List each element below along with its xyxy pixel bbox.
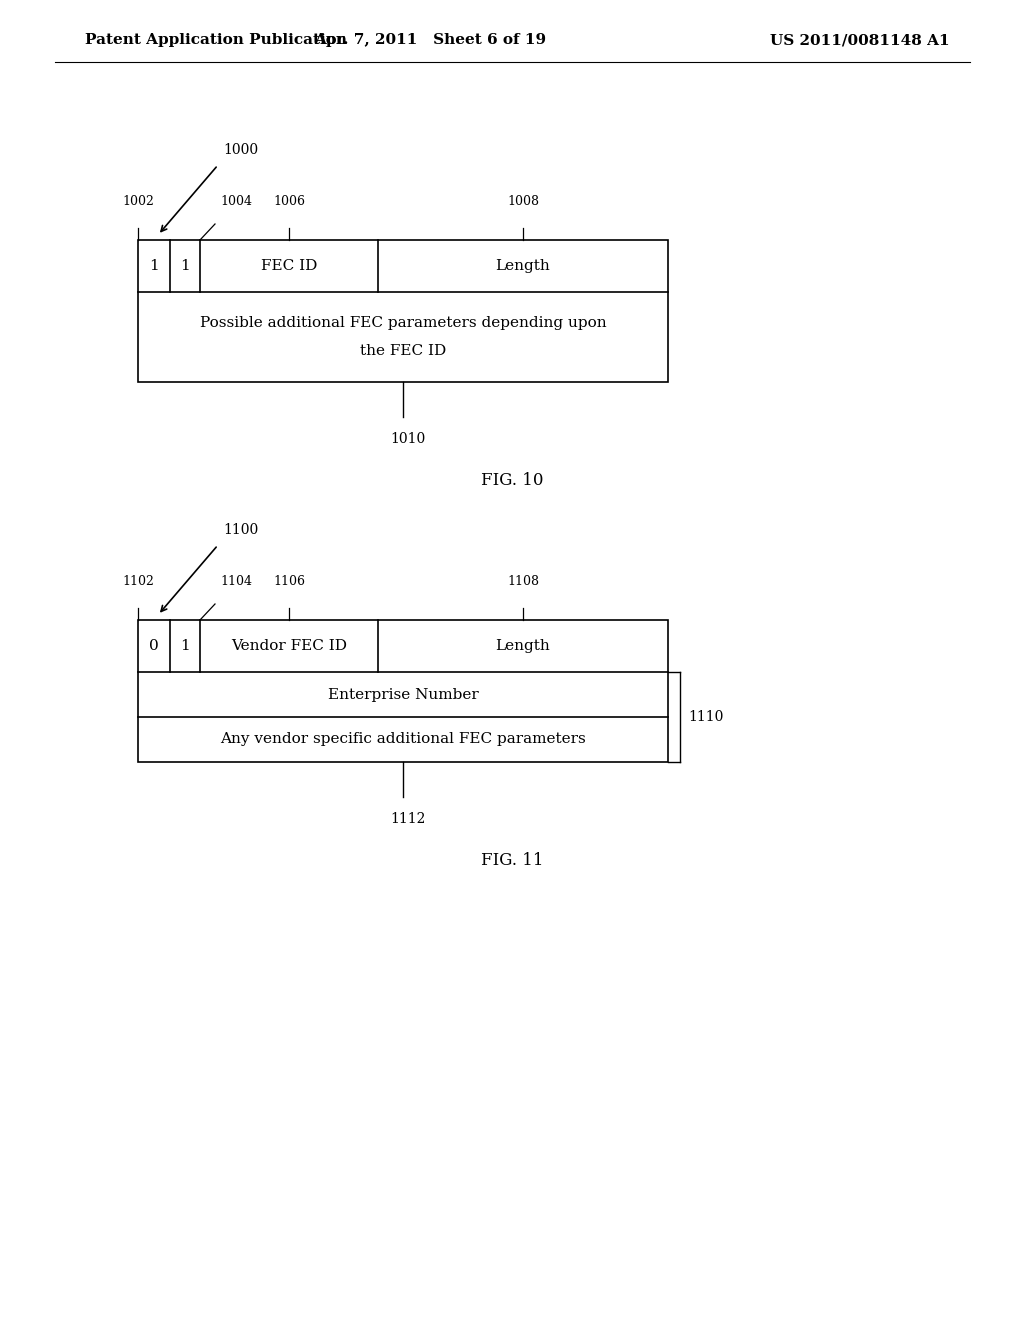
Text: Patent Application Publication: Patent Application Publication — [85, 33, 347, 48]
Text: 1008: 1008 — [507, 195, 539, 209]
Text: 1004: 1004 — [220, 195, 252, 209]
Text: 1010: 1010 — [390, 432, 426, 446]
Text: Vendor FEC ID: Vendor FEC ID — [231, 639, 347, 653]
Text: Enterprise Number: Enterprise Number — [328, 688, 478, 701]
Text: FIG. 11: FIG. 11 — [480, 851, 544, 869]
Text: 1: 1 — [180, 259, 189, 273]
Text: 1102: 1102 — [122, 576, 154, 587]
Text: 1: 1 — [180, 639, 189, 653]
Text: Apr. 7, 2011   Sheet 6 of 19: Apr. 7, 2011 Sheet 6 of 19 — [314, 33, 546, 48]
Text: 1110: 1110 — [688, 710, 723, 723]
Text: 1002: 1002 — [122, 195, 154, 209]
Bar — [138, 240, 668, 381]
Text: 1: 1 — [150, 259, 159, 273]
Text: Length: Length — [496, 639, 550, 653]
Text: FIG. 10: FIG. 10 — [480, 473, 544, 488]
Bar — [138, 620, 668, 762]
Text: US 2011/0081148 A1: US 2011/0081148 A1 — [770, 33, 950, 48]
Text: 1108: 1108 — [507, 576, 539, 587]
Text: 0: 0 — [150, 639, 159, 653]
Text: 1000: 1000 — [223, 143, 258, 157]
Text: Possible additional FEC parameters depending upon: Possible additional FEC parameters depen… — [200, 315, 606, 330]
Text: Any vendor specific additional FEC parameters: Any vendor specific additional FEC param… — [220, 733, 586, 747]
Text: 1006: 1006 — [273, 195, 305, 209]
Text: 1112: 1112 — [390, 812, 426, 826]
Text: 1106: 1106 — [273, 576, 305, 587]
Text: Length: Length — [496, 259, 550, 273]
Text: the FEC ID: the FEC ID — [359, 345, 446, 358]
Text: 1104: 1104 — [220, 576, 252, 587]
Text: 1100: 1100 — [223, 523, 258, 537]
Text: FEC ID: FEC ID — [261, 259, 317, 273]
